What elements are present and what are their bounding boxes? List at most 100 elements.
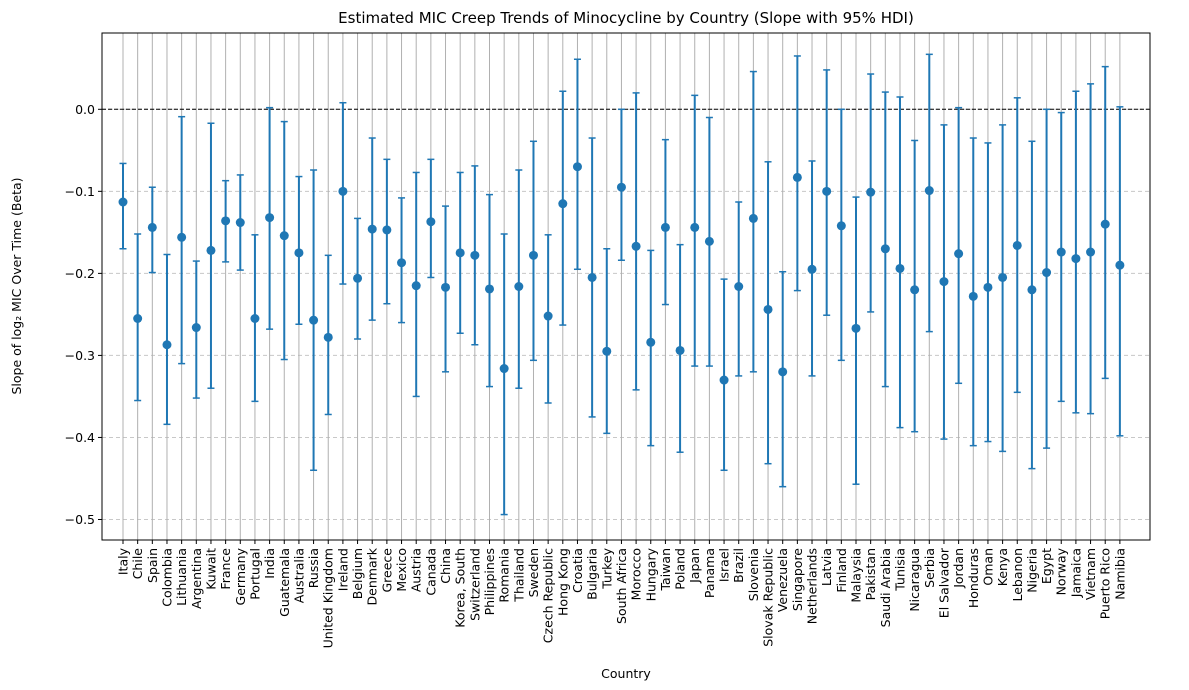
data-point — [983, 282, 993, 292]
x-tick-label: France — [218, 548, 233, 590]
data-point — [734, 282, 744, 291]
x-tick-label: Tunisia — [892, 548, 907, 592]
data-point — [1115, 260, 1125, 270]
x-tick-label: Namibia — [1112, 548, 1127, 600]
data-point — [631, 241, 641, 251]
data-point — [998, 272, 1008, 282]
x-tick-label: Slovak Republic — [761, 548, 776, 647]
x-tick-label: Jordan — [951, 548, 966, 589]
x-tick-label: Colombia — [159, 548, 174, 607]
data-point — [250, 313, 260, 323]
data-point — [660, 222, 670, 232]
y-tick-label: −0.4 — [65, 430, 95, 445]
x-tick-label: Switzerland — [467, 548, 482, 621]
x-tick-label: Kenya — [995, 548, 1010, 586]
data-point — [866, 187, 876, 197]
data-point — [528, 250, 538, 260]
y-tick-label: −0.3 — [65, 348, 95, 363]
x-tick-label: Honduras — [966, 548, 981, 608]
x-tick-label: Lebanon — [1010, 548, 1025, 602]
data-point — [426, 217, 436, 227]
x-tick-label: Latvia — [819, 548, 834, 586]
data-point — [499, 364, 509, 374]
x-tick-label: Denmark — [365, 547, 380, 605]
x-tick-label: Czech Republic — [541, 548, 556, 643]
x-tick-label: Poland — [673, 548, 688, 590]
x-tick-label: Singapore — [790, 548, 805, 611]
x-tick-label: Oman — [980, 548, 995, 586]
data-point — [133, 313, 143, 323]
x-tick-label: El Salvador — [936, 547, 951, 618]
x-tick-label: Hungary — [643, 547, 658, 601]
data-point — [719, 375, 729, 385]
x-tick-label: Nicaragua — [907, 548, 922, 612]
x-tick-label: Morocco — [629, 548, 644, 600]
x-tick-label: Serbia — [922, 548, 937, 588]
x-tick-label: Turkey — [599, 547, 614, 589]
y-tick-label: −0.2 — [65, 266, 95, 281]
x-tick-label: Nigeria — [1024, 548, 1039, 593]
data-point — [778, 367, 788, 377]
data-point — [235, 218, 245, 228]
data-point — [338, 186, 348, 196]
x-tick-label: Venezuela — [775, 548, 790, 612]
data-point — [441, 282, 451, 292]
data-point — [191, 323, 201, 333]
data-point — [1056, 247, 1066, 257]
data-point — [1100, 219, 1110, 229]
data-point — [646, 337, 656, 347]
x-tick-label: Slovenia — [746, 548, 761, 601]
x-tick-label: Bulgaria — [585, 548, 600, 600]
data-point — [397, 258, 407, 268]
data-point — [206, 245, 216, 255]
data-point — [880, 244, 890, 254]
data-point — [353, 273, 363, 283]
x-tick-label: Ireland — [335, 548, 350, 591]
data-point — [616, 182, 626, 192]
x-tick-label: Guatemala — [277, 548, 292, 617]
data-point — [822, 186, 832, 196]
data-point — [485, 284, 494, 294]
data-point — [763, 304, 773, 314]
x-tick-label: Puerto Rico — [1098, 548, 1113, 619]
data-point — [382, 225, 392, 235]
data-point — [572, 162, 582, 172]
data-point — [748, 213, 758, 223]
data-point — [455, 248, 465, 258]
x-tick-label: Pakistan — [863, 548, 878, 600]
data-point — [954, 249, 964, 259]
data-point — [1042, 268, 1052, 278]
data-point — [910, 285, 920, 295]
data-point — [851, 323, 861, 333]
data-point — [836, 221, 846, 231]
y-tick-label: −0.1 — [65, 184, 95, 199]
data-point — [221, 216, 231, 226]
x-tick-label: Israel — [717, 548, 732, 582]
data-point — [1071, 254, 1081, 264]
error-bars-layer — [118, 53, 1125, 516]
x-tick-label: Lithuania — [174, 548, 189, 606]
data-point — [1012, 240, 1022, 250]
data-point — [587, 272, 597, 282]
x-tick-label: Argentina — [189, 548, 204, 609]
data-point — [470, 250, 480, 260]
data-point — [675, 345, 685, 355]
x-tick-label: Jamaica — [1068, 548, 1083, 598]
data-point — [367, 224, 377, 234]
data-point — [924, 186, 934, 196]
x-tick-label: Egypt — [1039, 548, 1054, 584]
data-point — [294, 248, 304, 258]
x-tick-label: Netherlands — [805, 548, 820, 624]
x-tick-label: China — [438, 548, 453, 584]
x-tick-label: Greece — [379, 548, 394, 593]
x-tick-label: Germany — [233, 547, 248, 605]
x-tick-label: Panama — [702, 548, 717, 598]
data-point — [968, 291, 978, 301]
x-tick-label: Croatia — [570, 548, 585, 593]
data-point — [602, 346, 612, 356]
chart-title: Estimated MIC Creep Trends of Minocyclin… — [338, 9, 914, 27]
x-tick-label: Vietnam — [1083, 548, 1098, 600]
data-point — [177, 232, 187, 242]
x-tick-label: South Africa — [614, 548, 629, 624]
x-tick-label: Korea, South — [453, 548, 468, 628]
